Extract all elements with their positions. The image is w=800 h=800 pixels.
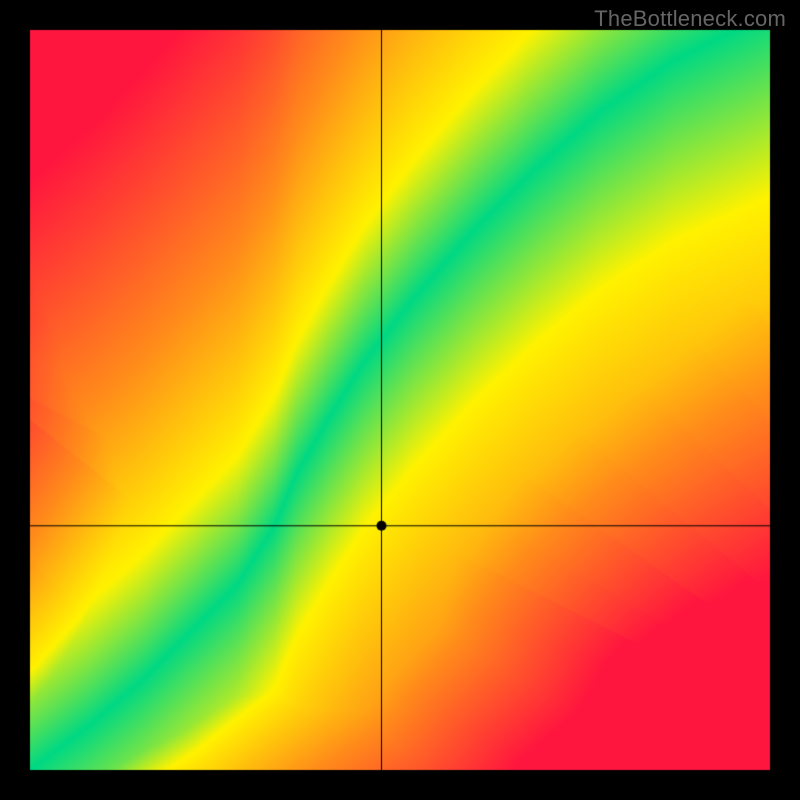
chart-container: TheBottleneck.com	[0, 0, 800, 800]
watermark-text: TheBottleneck.com	[594, 6, 786, 32]
bottleneck-heatmap	[0, 0, 800, 800]
